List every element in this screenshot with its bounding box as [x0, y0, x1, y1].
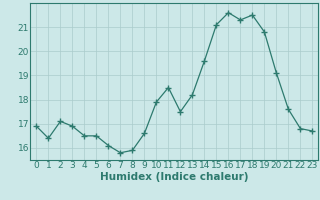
X-axis label: Humidex (Indice chaleur): Humidex (Indice chaleur)	[100, 172, 249, 182]
